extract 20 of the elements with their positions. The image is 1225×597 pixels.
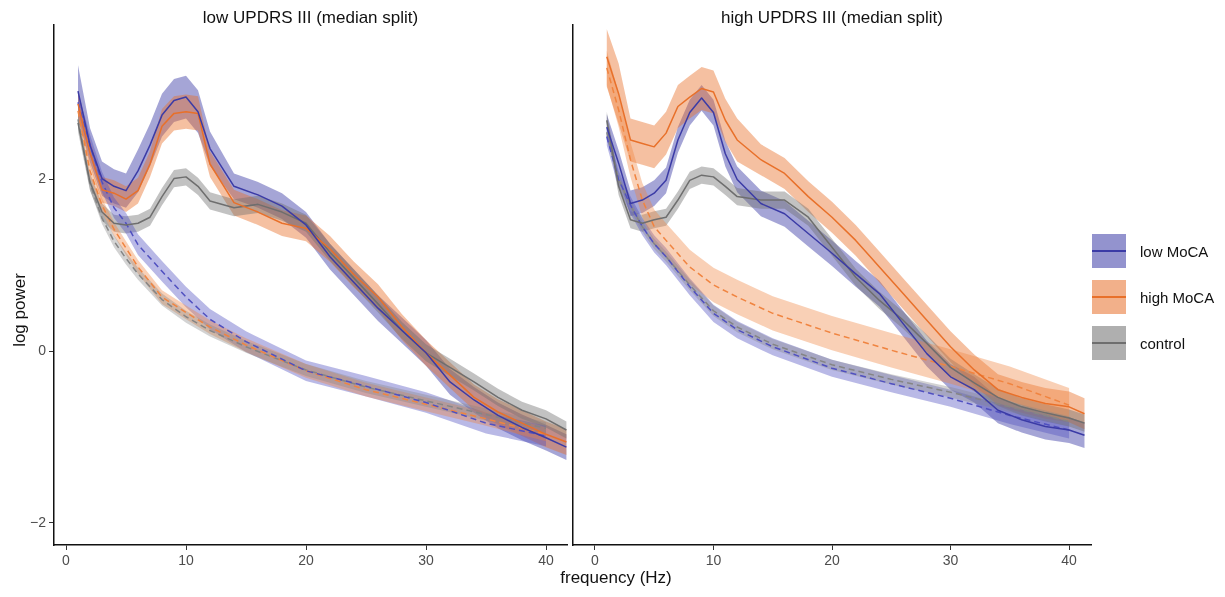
x-tick-label: 20: [298, 552, 314, 569]
x-axis-title: frequency (Hz): [560, 568, 672, 588]
x-tick-label: 10: [705, 552, 722, 569]
x-tick-label: 40: [1061, 552, 1078, 569]
y-tick-label: 2: [38, 170, 47, 187]
legend-label: control: [1140, 334, 1186, 352]
chart-title: high UPDRS III (median split): [720, 8, 944, 28]
y-axis-title: log power: [10, 273, 30, 347]
x-tick-label: 10: [178, 552, 194, 569]
y-tick-label: 0: [38, 341, 47, 358]
x-tick-label: 30: [418, 552, 434, 569]
legend-label: low MoCA: [1140, 242, 1209, 260]
x-tick-label: 40: [538, 552, 554, 569]
x-tick-label: 30: [942, 552, 959, 569]
x-tick-label: 0: [591, 552, 600, 569]
x-tick-label: 20: [824, 552, 840, 569]
x-tick-label: 0: [62, 552, 71, 569]
chart-title: low UPDRS III (median split): [202, 8, 419, 28]
legend-label: high MoCA: [1140, 288, 1215, 306]
y-tick-label: −2: [30, 513, 47, 530]
